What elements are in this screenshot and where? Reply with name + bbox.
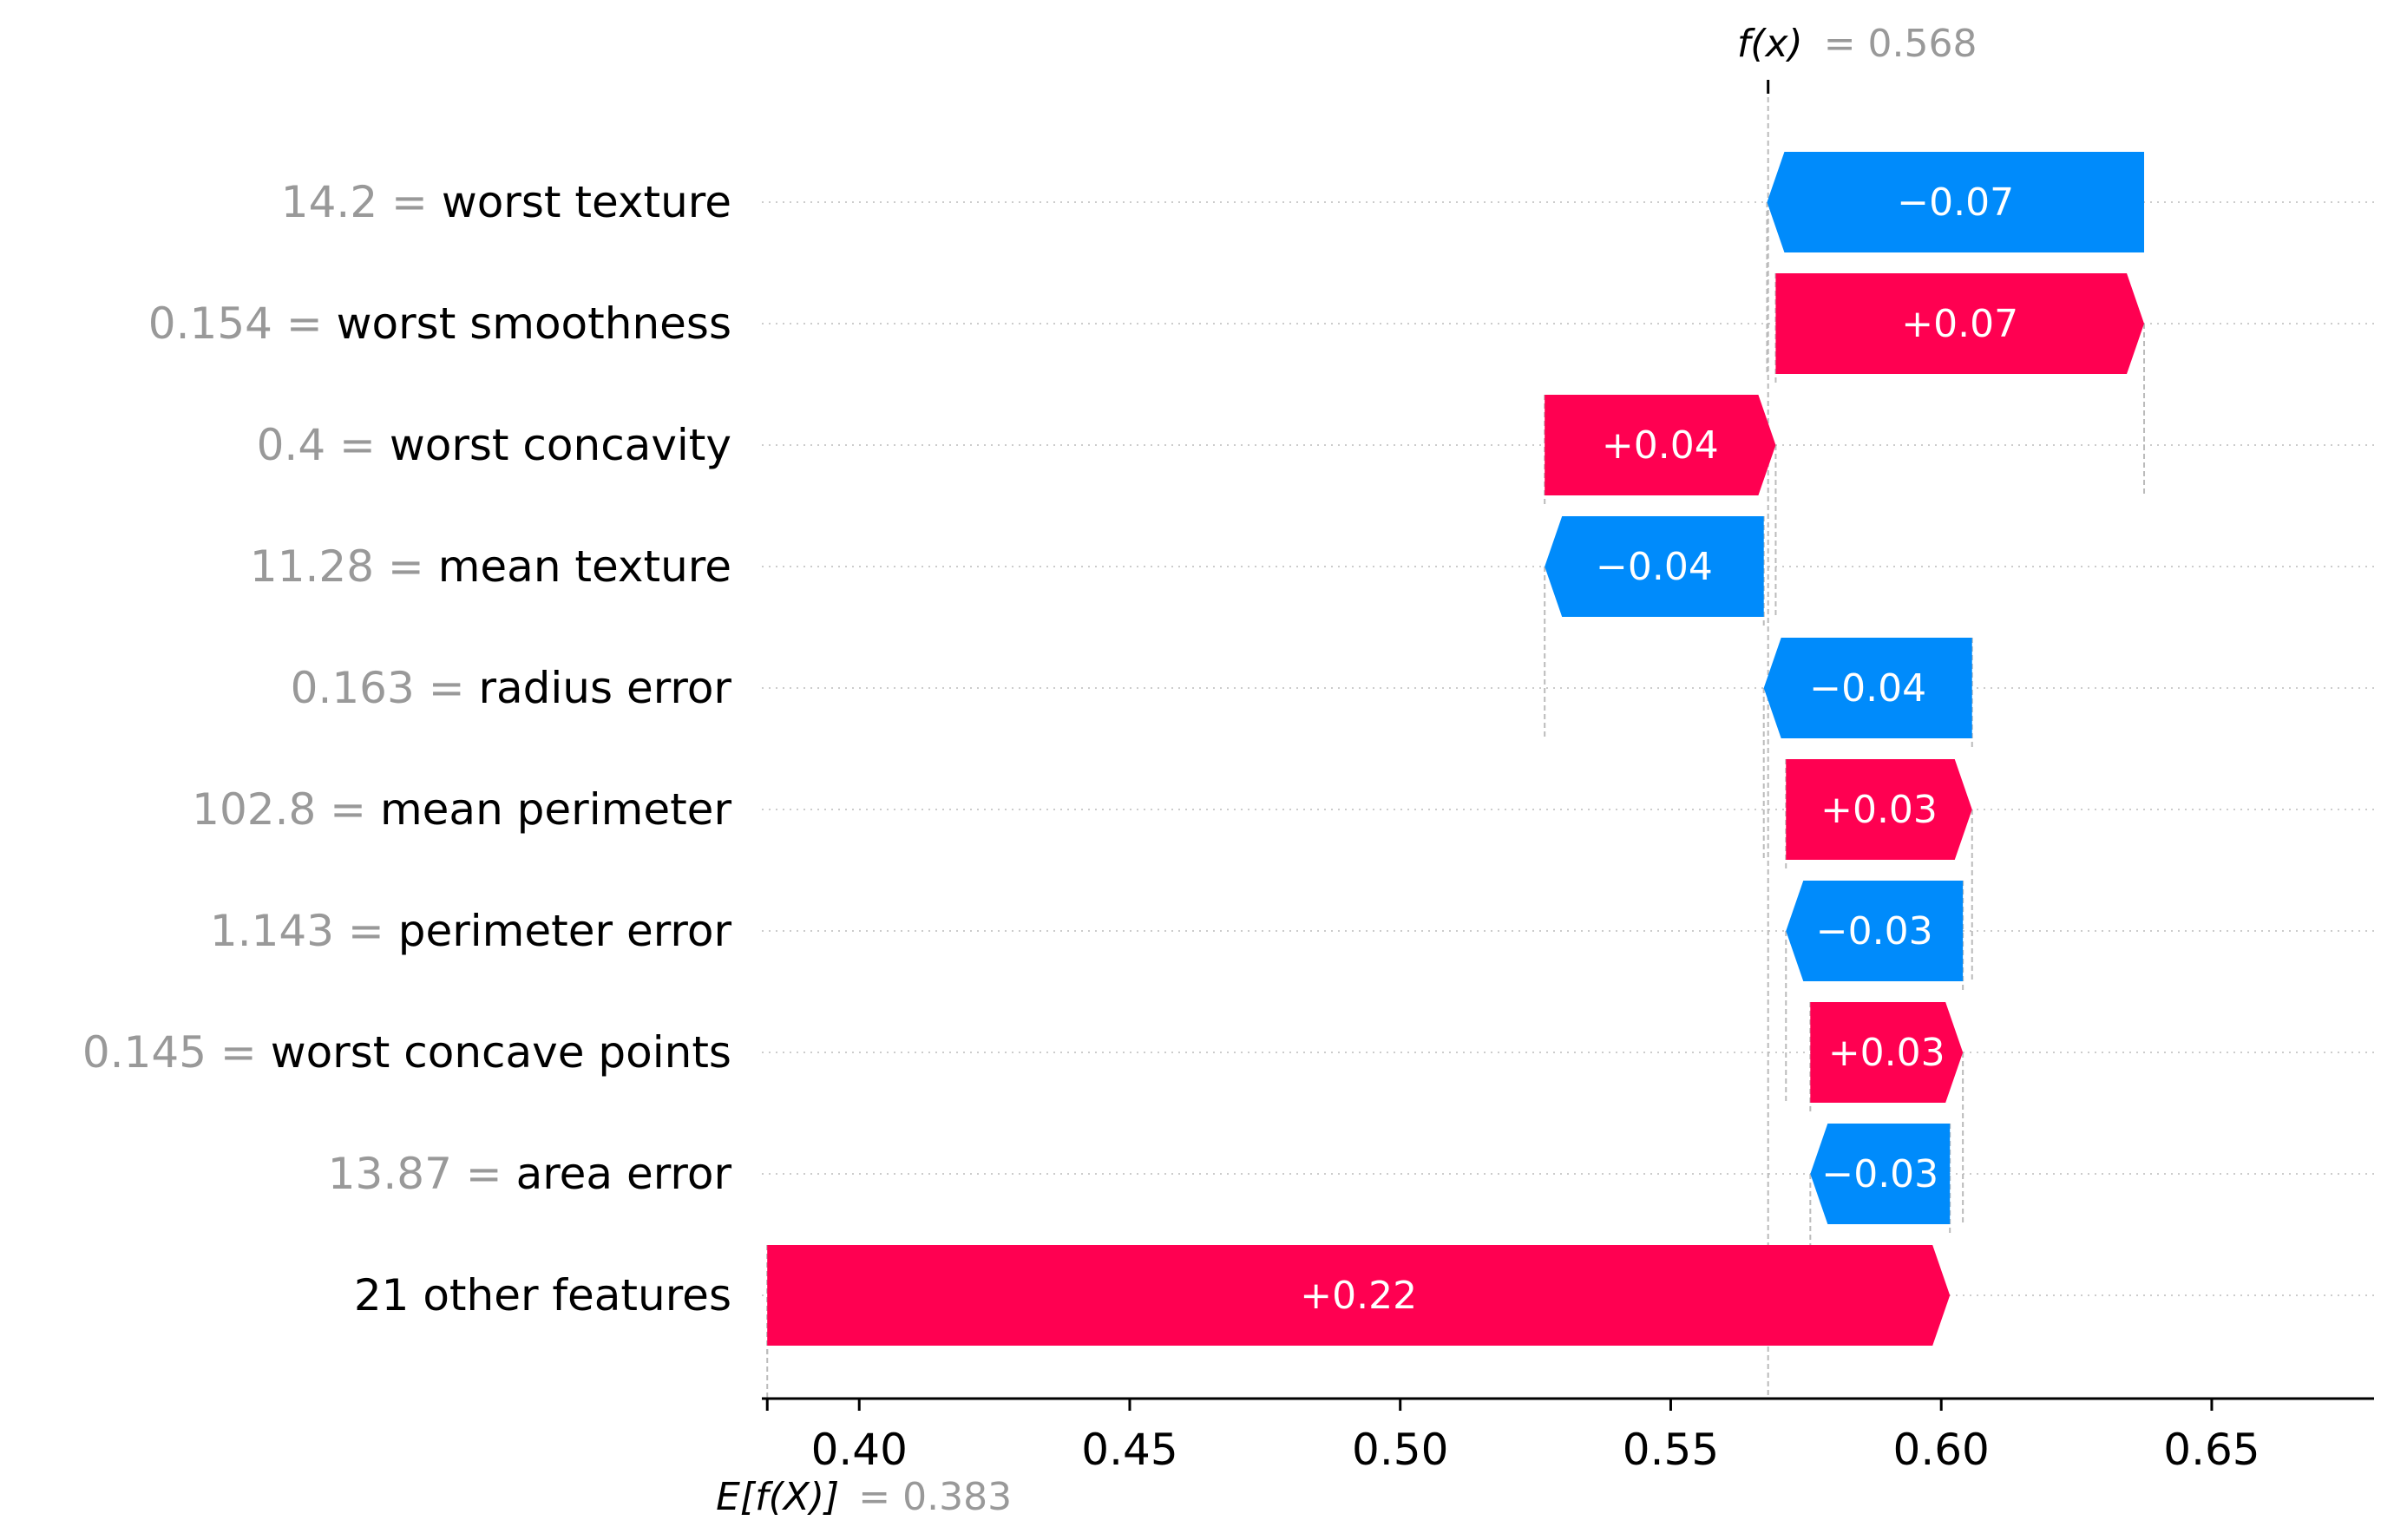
feature-label: 0.145 = worst concave points [82,1027,731,1078]
fx-symbol: f(x) [1737,22,1803,66]
expected-value-number: 0.383 [902,1475,1012,1519]
negative-contribution-bar [1810,1124,1951,1224]
feature-value: 0.163 = [291,663,479,713]
positive-contribution-bar [1775,273,2145,374]
negative-contribution-bar [1786,881,1964,981]
feature-name: worst concavity [390,420,731,470]
feature-name: worst smoothness [337,298,731,349]
x-tick-label: 0.50 [1352,1425,1448,1475]
feature-value: 0.145 = [82,1027,271,1078]
feature-value: 0.4 = [257,420,390,470]
expected-value-annotation: E[f(X)] = 0.383 [716,1399,1012,1519]
bar-value-label: −0.04 [1596,545,1713,589]
feature-label: 21 other features [354,1270,731,1320]
negative-contribution-bar [1763,638,1972,738]
positive-contribution-bar [1810,1002,1964,1103]
fx-label: f(x) [1737,22,1803,66]
bar-value-label: +0.07 [1901,302,2018,346]
bar-value-label: +0.22 [1300,1274,1417,1318]
positive-contribution-bar [1786,759,1972,860]
x-tick-label: 0.60 [1893,1425,1990,1475]
feature-value: 13.87 = [328,1149,516,1199]
fx-number: 0.568 [1868,22,1978,66]
feature-value: 0.154 = [148,298,337,349]
feature-value: 1.143 = [210,906,398,956]
feature-value: 102.8 = [192,784,380,835]
feature-label: 0.154 = worst smoothness [148,298,731,349]
negative-contribution-bar [1767,152,2145,252]
x-tick-label: 0.65 [2163,1425,2260,1475]
expected-value-label: E[f(X)] [716,1475,839,1519]
row-grid-layer [762,201,2374,1296]
feature-label: 102.8 = mean perimeter [192,784,731,835]
fx-equals: = [1824,22,1868,66]
expected-value-equals: = [858,1475,902,1519]
feature-value: 14.2 = [281,177,442,227]
x-tick-label: 0.55 [1623,1425,1719,1475]
bar-value-label: +0.03 [1820,788,1938,832]
feature-label: 14.2 = worst texture [281,177,731,227]
feature-name: radius error [478,663,731,713]
expected-value-symbol: E[f(X)] [716,1475,839,1519]
feature-label: 1.143 = perimeter error [210,906,732,956]
positive-contribution-bar [767,1245,1951,1346]
feature-label: 13.87 = area error [328,1149,732,1199]
negative-contribution-bar [1545,516,1764,617]
fx-value: = 0.568 [1824,22,1978,66]
feature-label-layer: 14.2 = worst texture 0.154 = worst smooth… [82,177,732,1320]
bar-value-label: −0.04 [1809,666,1926,711]
feature-label: 0.163 = radius error [291,663,732,713]
bar-layer: −0.07 +0.07 +0.04 −0.04 −0.04 +0.03 −0.03 +0.03… [767,152,2145,1346]
bar-value-label: +0.03 [1828,1031,1945,1075]
feature-name: mean texture [438,541,731,592]
feature-name: worst texture [442,177,731,227]
bar-value-label: −0.07 [1897,180,2014,225]
positive-contribution-bar [1545,395,1776,495]
feature-value: 11.28 = [250,541,438,592]
feature-name: 21 other features [354,1270,731,1320]
bar-value-label: +0.04 [1602,423,1719,468]
feature-name: worst concave points [271,1027,731,1078]
x-tick-label: 0.40 [811,1425,908,1475]
feature-label: 0.4 = worst concavity [257,420,731,470]
x-tick-label: 0.45 [1081,1425,1177,1475]
fx-annotation: f(x) = 0.568 [1737,22,1978,94]
bar-value-label: −0.03 [1821,1152,1938,1196]
feature-name: perimeter error [398,906,732,956]
bar-value-label: −0.03 [1816,909,1933,953]
feature-name: mean perimeter [380,784,731,835]
feature-name: area error [516,1149,732,1199]
feature-label: 11.28 = mean texture [250,541,731,592]
x-axis: 0.40 0.45 0.50 0.55 0.60 0.65 [762,1397,2374,1475]
expected-value-value: = 0.383 [858,1475,1012,1519]
